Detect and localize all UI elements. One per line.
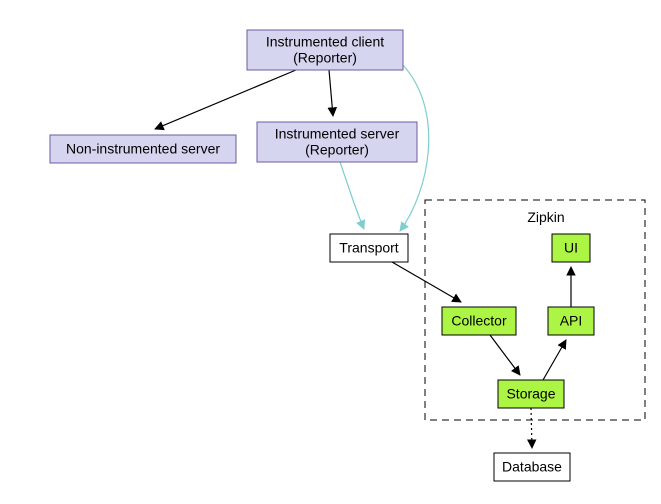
edge-storage-to-api — [543, 340, 566, 380]
edge-storage-to-database — [531, 408, 532, 448]
node-ui-label: UI — [564, 240, 578, 256]
group-zipkin-label: Zipkin — [527, 209, 564, 225]
node-instrumented-client-line1: Instrumented client — [266, 34, 384, 50]
node-storage-label: Storage — [506, 386, 555, 402]
node-api-label: API — [560, 313, 583, 329]
edge-server-to-transport — [340, 162, 364, 229]
edge-transport-to-collector — [392, 262, 461, 302]
node-instrumented-server-line1: Instrumented server — [275, 126, 400, 142]
node-collector-label: Collector — [451, 313, 507, 329]
node-database-label: Database — [502, 459, 562, 475]
node-instrumented-client-line2: (Reporter) — [293, 50, 357, 66]
node-non-instrumented-server-label: Non-instrumented server — [66, 141, 220, 157]
node-collector: Collector — [442, 307, 516, 335]
node-non-instrumented-server: Non-instrumented server — [50, 135, 236, 163]
edge-collector-to-storage — [490, 335, 520, 375]
node-ui: UI — [552, 234, 590, 262]
node-instrumented-client: Instrumented client (Reporter) — [247, 30, 403, 70]
node-storage: Storage — [498, 380, 564, 408]
node-api: API — [548, 307, 594, 335]
edge-client-to-nonins — [155, 70, 296, 129]
edge-client-to-server — [329, 70, 333, 116]
node-instrumented-server-line2: (Reporter) — [305, 142, 369, 158]
node-instrumented-server: Instrumented server (Reporter) — [257, 122, 417, 162]
node-database: Database — [494, 453, 570, 481]
node-transport-label: Transport — [339, 240, 399, 256]
node-transport: Transport — [330, 234, 408, 262]
